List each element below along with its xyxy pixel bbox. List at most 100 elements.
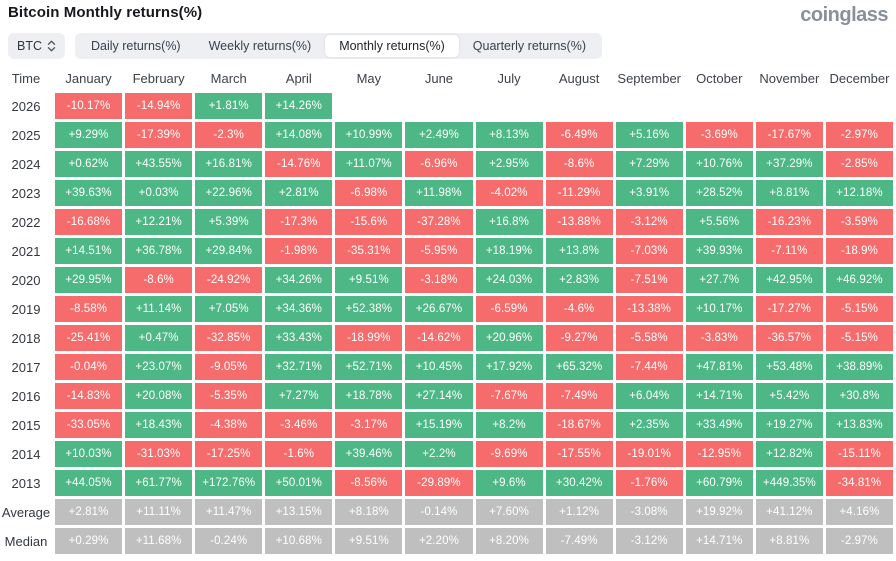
row-label-median: Median (0, 528, 52, 554)
return-cell: +9.6% (475, 470, 543, 496)
return-cell: +29.84% (195, 238, 263, 264)
symbol-select[interactable]: BTC (8, 33, 65, 59)
return-cell: -1.98% (265, 238, 333, 264)
return-cell: -36.57% (755, 325, 823, 351)
return-cell (335, 93, 402, 119)
return-cell: +2.35% (615, 412, 683, 438)
return-cell: +11.47% (195, 499, 263, 525)
return-cell: -17.3% (265, 209, 333, 235)
returns-period-tabs: Daily returns(%) Weekly returns(%) Monthly… (75, 33, 603, 59)
column-header-july: July (475, 66, 543, 90)
return-cell: -6.59% (475, 296, 543, 322)
return-cell: +38.89% (825, 354, 893, 380)
return-cell: -5.35% (195, 383, 263, 409)
return-cell: +46.92% (825, 267, 893, 293)
return-cell: +8.13% (475, 122, 543, 148)
return-cell: +24.03% (475, 267, 543, 293)
row-label-2023: 2023 (0, 180, 52, 206)
return-cell: +14.71% (685, 528, 753, 554)
row-label-2018: 2018 (0, 325, 52, 351)
return-cell: +23.07% (125, 354, 193, 380)
return-cell: +0.29% (55, 528, 123, 554)
return-cell: +39.46% (335, 441, 403, 467)
return-cell: +11.14% (125, 296, 193, 322)
return-cell: +5.56% (685, 209, 753, 235)
return-cell: +14.51% (55, 238, 123, 264)
return-cell: +14.08% (265, 122, 333, 148)
return-cell: +42.95% (755, 267, 823, 293)
return-cell: +449.35% (755, 470, 823, 496)
return-cell: -17.67% (755, 122, 823, 148)
return-cell: -3.12% (615, 209, 683, 235)
tab-quarterly-returns[interactable]: Quarterly returns(%) (472, 39, 587, 53)
return-cell: +41.12% (755, 499, 823, 525)
return-cell: -7.49% (545, 528, 613, 554)
return-cell: -34.81% (825, 470, 893, 496)
row-label-2014: 2014 (0, 441, 52, 467)
return-cell: +13.83% (825, 412, 893, 438)
tab-weekly-returns[interactable]: Weekly returns(%) (208, 39, 312, 53)
return-cell: +17.92% (475, 354, 543, 380)
return-cell: +8.18% (335, 499, 403, 525)
column-header-april: April (265, 66, 333, 90)
return-cell: +7.27% (265, 383, 333, 409)
return-cell: +8.81% (755, 528, 823, 554)
return-cell: -7.49% (545, 383, 613, 409)
return-cell: -9.05% (195, 354, 263, 380)
return-cell: -8.6% (545, 151, 613, 177)
coinglass-logo: coinglass (800, 4, 888, 26)
return-cell (756, 93, 823, 119)
return-cell: +33.43% (265, 325, 333, 351)
return-cell: -4.6% (545, 296, 613, 322)
return-cell: -11.29% (545, 180, 613, 206)
symbol-select-value: BTC (17, 39, 42, 53)
return-cell: -17.25% (195, 441, 263, 467)
return-cell: -4.38% (195, 412, 263, 438)
return-cell: +0.62% (55, 151, 123, 177)
return-cell: -5.58% (615, 325, 683, 351)
return-cell: +20.08% (125, 383, 193, 409)
return-cell: +65.32% (545, 354, 613, 380)
return-cell: -1.6% (265, 441, 333, 467)
return-cell: -3.59% (825, 209, 893, 235)
return-cell: -5.15% (825, 296, 893, 322)
return-cell: +61.77% (125, 470, 193, 496)
return-cell: +4.16% (825, 499, 893, 525)
return-cell: +11.07% (335, 151, 403, 177)
return-cell: +10.03% (55, 441, 123, 467)
return-cell: +2.83% (545, 267, 613, 293)
tab-daily-returns[interactable]: Daily returns(%) (91, 39, 181, 53)
return-cell: -7.03% (615, 238, 683, 264)
return-cell: +7.29% (615, 151, 683, 177)
return-cell: +18.78% (335, 383, 403, 409)
return-cell: +14.71% (685, 383, 753, 409)
return-cell: -10.17% (55, 93, 123, 119)
return-cell: -8.58% (55, 296, 123, 322)
return-cell (546, 93, 613, 119)
return-cell: -4.02% (475, 180, 543, 206)
return-cell: +7.05% (195, 296, 263, 322)
tab-monthly-returns[interactable]: Monthly returns(%) (325, 35, 459, 57)
return-cell: +3.91% (615, 180, 683, 206)
return-cell: +2.95% (475, 151, 543, 177)
return-cell: -16.23% (755, 209, 823, 235)
return-cell: +10.45% (405, 354, 473, 380)
return-cell: +47.81% (685, 354, 753, 380)
return-cell: -31.03% (125, 441, 193, 467)
return-cell: +13.15% (265, 499, 333, 525)
return-cell: +18.19% (475, 238, 543, 264)
return-cell: +5.42% (755, 383, 823, 409)
return-cell: +12.82% (755, 441, 823, 467)
return-cell: +2.49% (405, 122, 473, 148)
column-header-december: December (825, 66, 893, 90)
return-cell: -6.98% (335, 180, 403, 206)
return-cell: -6.96% (405, 151, 473, 177)
return-cell: -0.24% (195, 528, 263, 554)
return-cell: -3.69% (685, 122, 753, 148)
return-cell: +7.60% (475, 499, 543, 525)
return-cell: -32.85% (195, 325, 263, 351)
return-cell: +39.93% (685, 238, 753, 264)
return-cell: +14.26% (265, 93, 333, 119)
return-cell: -2.3% (195, 122, 263, 148)
